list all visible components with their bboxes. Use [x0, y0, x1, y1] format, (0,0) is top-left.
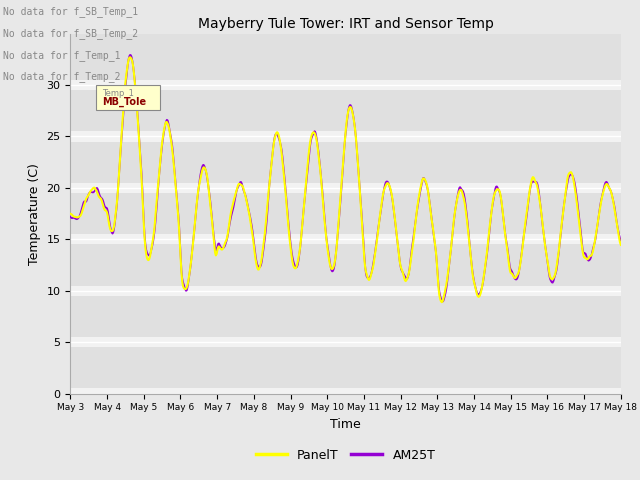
Text: Temp_1: Temp_1 — [102, 89, 134, 98]
AM25T — [219, 245, 227, 251]
AM25T — [134, 114, 141, 120]
PanelT — [429, 228, 437, 233]
AM25T — [77, 211, 84, 217]
Bar — [70, 132, 621, 142]
Line: PanelT: PanelT — [70, 57, 621, 302]
Text: No data for f_Temp_1: No data for f_Temp_1 — [3, 49, 121, 60]
PanelT — [413, 205, 421, 211]
PanelT — [617, 242, 625, 248]
Title: Mayberry Tule Tower: IRT and Sensor Temp: Mayberry Tule Tower: IRT and Sensor Temp — [198, 17, 493, 31]
PanelT — [134, 117, 141, 122]
Text: No data for f_Temp_2: No data for f_Temp_2 — [3, 71, 121, 82]
Bar — [70, 337, 621, 348]
AM25T — [413, 207, 421, 213]
PanelT — [190, 233, 198, 239]
AM25T — [190, 234, 198, 240]
AM25T — [126, 52, 134, 58]
Text: MB_Tole: MB_Tole — [102, 97, 146, 108]
AM25T — [67, 214, 74, 220]
X-axis label: Time: Time — [330, 418, 361, 431]
Bar — [70, 286, 621, 296]
PanelT — [438, 300, 445, 305]
AM25T — [438, 299, 446, 304]
Text: No data for f_SB_Temp_1: No data for f_SB_Temp_1 — [3, 6, 138, 17]
AM25T — [429, 229, 437, 235]
AM25T — [617, 238, 625, 243]
PanelT — [77, 213, 84, 219]
Y-axis label: Temperature (C): Temperature (C) — [28, 163, 41, 264]
Bar — [70, 388, 621, 399]
Text: No data for f_SB_Temp_2: No data for f_SB_Temp_2 — [3, 28, 138, 39]
PanelT — [67, 211, 74, 216]
PanelT — [126, 54, 134, 60]
Legend: PanelT, AM25T: PanelT, AM25T — [251, 444, 440, 467]
PanelT — [219, 246, 227, 252]
Bar — [70, 80, 621, 90]
Line: AM25T: AM25T — [70, 55, 621, 301]
Bar — [70, 234, 621, 244]
Bar — [70, 183, 621, 193]
